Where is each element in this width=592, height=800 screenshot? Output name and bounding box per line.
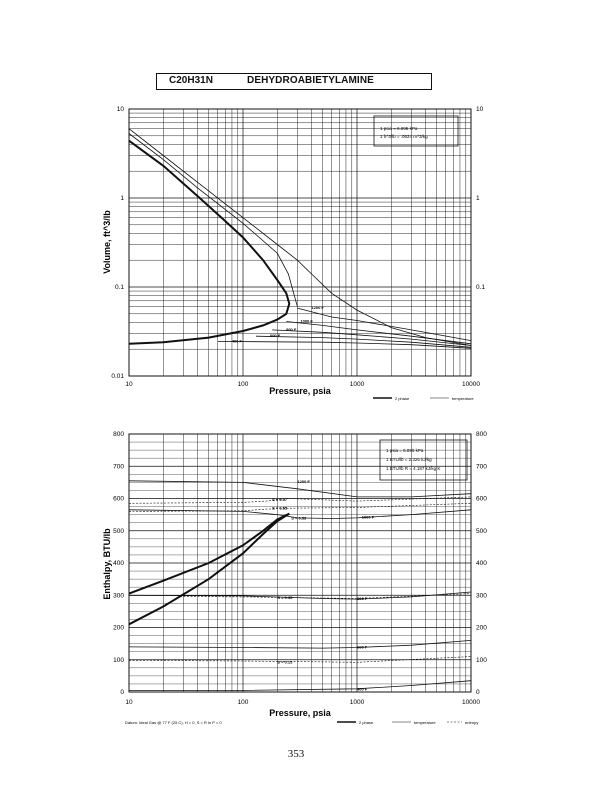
enthalpy-y-tick-left: 800 [113, 431, 124, 438]
enthalpy-legend: 2 phase temperature entropy [337, 720, 478, 725]
volume-series-line [128, 128, 472, 346]
volume-series-label: 400 F [232, 338, 243, 343]
volume-series-line [128, 139, 291, 345]
enthalpy-y-tick-right: 700 [476, 463, 487, 470]
enthalpy-entropy-label: S = 0.35 [277, 595, 293, 600]
enthalpy-series-line [128, 512, 290, 626]
enthalpy-series-line [128, 512, 290, 595]
enthalpy-y-tick-right: 400 [476, 560, 487, 567]
enthalpy-y-tick-left: 200 [113, 625, 124, 632]
volume-series-line [217, 341, 472, 349]
volume-y-tick-left: 0.1 [115, 284, 124, 291]
enthalpy-y-tick-left: 500 [113, 528, 124, 535]
enthalpy-y-tick-left: 0 [120, 689, 124, 696]
enthalpy-series-line [128, 591, 472, 600]
volume-series-line [255, 335, 472, 348]
volume-conversion-line-2: 1 ft^3/lb = .0624 m^3/kg [380, 134, 428, 139]
enthalpy-entropy-label: S = 0.55 [272, 506, 288, 511]
enthalpy-plot-frame [128, 433, 472, 693]
enthalpy-y-tick-left: 700 [113, 463, 124, 470]
enthalpy-legend-temperature: temperature [414, 720, 436, 725]
volume-y-tick-left: 1 [120, 195, 124, 202]
volume-x-tick: 1000 [350, 381, 365, 388]
enthalpy-x-tick: 1000 [350, 699, 365, 706]
volume-series-line [272, 329, 472, 346]
enthalpy-x-tick: 100 [238, 699, 249, 706]
enthalpy-x-tick: 10000 [462, 699, 480, 706]
compound-name: DEHYDROABIETYLAMINE [247, 75, 374, 86]
volume-plot-frame [128, 108, 472, 377]
enthalpy-entropy-line [179, 593, 472, 599]
volume-legend-temperature: temperature [452, 396, 474, 401]
enthalpy-series-label: 400 F [357, 686, 368, 691]
enthalpy-legend-2phase: 2 phase [359, 720, 374, 725]
volume-y-tick-right: 10 [476, 106, 484, 113]
enthalpy-plot: 10 100 1000 10000 0 0 100 100 200 200 300 300 400 400… [113, 431, 487, 706]
enthalpy-entropy-label: S = 0.53 [291, 515, 307, 520]
volume-series-label: 800 F [286, 327, 297, 332]
volume-y-axis-label: Volume, ft^3/lb [102, 210, 112, 274]
enthalpy-series-line [128, 509, 472, 519]
enthalpy-series-label: 600 F [357, 644, 368, 649]
volume-y-tick-right: 0.1 [476, 284, 485, 291]
volume-conversion-box: 1 psia = 6.895 kPa 1 ft^3/lb = .0624 m^3… [373, 115, 459, 147]
enthalpy-x-axis-label: Pressure, psia [269, 708, 332, 718]
volume-chart: Pressure, psia Volume, ft^3/lb 1 psia = … [102, 115, 474, 401]
enthalpy-y-tick-right: 100 [476, 657, 487, 664]
enthalpy-conversion-line-3: 1 BTU/lb R = 4.187 kJ/kg K [386, 466, 440, 471]
enthalpy-chart: Pressure, psia Enthalpy, BTU/lb 1 psia =… [102, 439, 478, 725]
volume-series-line [297, 307, 472, 341]
enthalpy-series-label: 1000 F [362, 514, 375, 519]
volume-plot: 10 100 1000 10000 0.01 0.1 1 10 0.1 1 10 1200 F 1000… [111, 106, 485, 388]
enthalpy-entropy-line [128, 656, 472, 663]
enthalpy-y-tick-left: 400 [113, 560, 124, 567]
enthalpy-series-line [129, 680, 472, 691]
volume-legend: 2 phase temperature [373, 396, 474, 401]
volume-x-tick: 10 [125, 381, 133, 388]
enthalpy-y-tick-left: 300 [113, 592, 124, 599]
enthalpy-series-line [128, 640, 472, 649]
enthalpy-entropy-label: S = 0.57 [272, 497, 288, 502]
enthalpy-conversion-box: 1 psia = 6.895 kPa 1 BTU/lb = 2.326 kJ/k… [379, 439, 468, 481]
enthalpy-conversion-line-1: 1 psia = 6.895 kPa [386, 448, 424, 453]
volume-x-axis-label: Pressure, psia [269, 386, 332, 396]
enthalpy-y-tick-right: 600 [476, 496, 487, 503]
page-number: 353 [287, 748, 305, 760]
enthalpy-y-tick-left: 600 [113, 496, 124, 503]
volume-series-line [286, 321, 472, 345]
enthalpy-y-tick-right: 0 [476, 689, 480, 696]
enthalpy-y-tick-right: 300 [476, 592, 487, 599]
enthalpy-entropy-line [128, 496, 472, 504]
volume-series-label: 1200 F [311, 305, 324, 310]
volume-conversion-line-1: 1 psia = 6.895 kPa [380, 126, 418, 131]
enthalpy-x-tick: 10 [125, 699, 133, 706]
volume-series-label: 600 F [270, 333, 281, 338]
enthalpy-entropy-line [128, 503, 472, 512]
volume-y-tick-right: 1 [476, 195, 480, 202]
volume-series-label: 1000 F [300, 318, 313, 323]
volume-y-tick-left: 0.01 [111, 373, 124, 380]
title-box: C20H31N DEHYDROABIETYLAMINE [156, 73, 432, 90]
compound-formula: C20H31N [169, 75, 213, 86]
volume-y-tick-left: 10 [117, 106, 125, 113]
enthalpy-footnote: Datum: Ideal Gas @ 77 F (25 C), H = 0, S… [125, 720, 222, 725]
volume-x-tick: 10000 [462, 381, 480, 388]
enthalpy-entropy-label: S = 0.15 [277, 660, 293, 665]
volume-x-tick: 100 [238, 381, 249, 388]
enthalpy-y-axis-label: Enthalpy, BTU/lb [102, 528, 112, 600]
volume-legend-2phase: 2 phase [395, 396, 410, 401]
enthalpy-y-tick-right: 500 [476, 528, 487, 535]
enthalpy-y-tick-right: 800 [476, 431, 487, 438]
enthalpy-y-tick-right: 200 [476, 625, 487, 632]
enthalpy-series-line [128, 480, 472, 498]
enthalpy-series-label: 1200 F [297, 479, 310, 484]
enthalpy-legend-entropy: entropy [465, 720, 478, 725]
enthalpy-conversion-line-2: 1 BTU/lb = 2.326 kJ/kg [386, 457, 432, 462]
volume-series-line [128, 133, 298, 307]
enthalpy-y-tick-left: 100 [113, 657, 124, 664]
